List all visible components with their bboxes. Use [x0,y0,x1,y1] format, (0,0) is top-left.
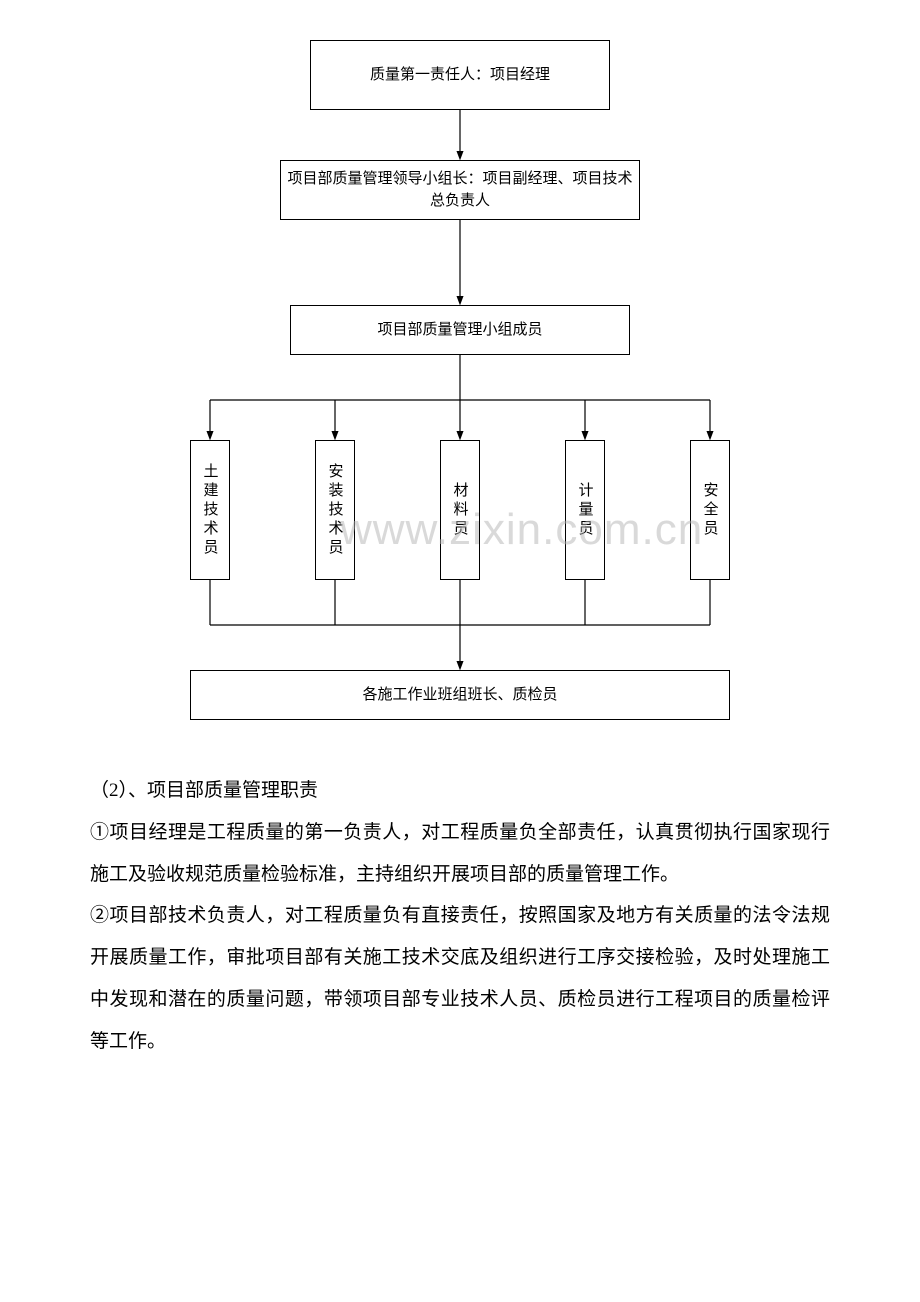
node-top: 质量第一责任人：项目经理 [310,40,610,110]
body-text: （2）、项目部质量管理职责 ①项目经理是工程质量的第一负责人，对工程质量负全部责… [90,770,830,1063]
para-2: ②项目部技术负责人，对工程质量负有直接责任，按照国家及地方有关质量的法令法规开展… [90,895,830,1062]
node-role-3: 材料员 [440,440,480,580]
node-role-5: 安全员 [690,440,730,580]
node-bottom: 各施工作业班组班长、质检员 [190,670,730,720]
para-1: ①项目经理是工程质量的第一负责人，对工程质量负全部责任，认真贯彻执行国家现行施工… [90,812,830,896]
node-role-1: 土建技术员 [190,440,230,580]
node-role-2: 安装技术员 [315,440,355,580]
para-heading: （2）、项目部质量管理职责 [90,770,830,812]
node-mid2: 项目部质量管理小组成员 [290,305,630,355]
node-mid1: 项目部质量管理领导小组长：项目副经理、项目技术总负责人 [280,160,640,220]
connectors [160,40,760,740]
node-role-4: 计量员 [565,440,605,580]
watermark-text: www.zixin.com.cn [340,505,703,555]
org-flowchart: 质量第一责任人：项目经理 项目部质量管理领导小组长：项目副经理、项目技术总负责人… [160,40,760,740]
